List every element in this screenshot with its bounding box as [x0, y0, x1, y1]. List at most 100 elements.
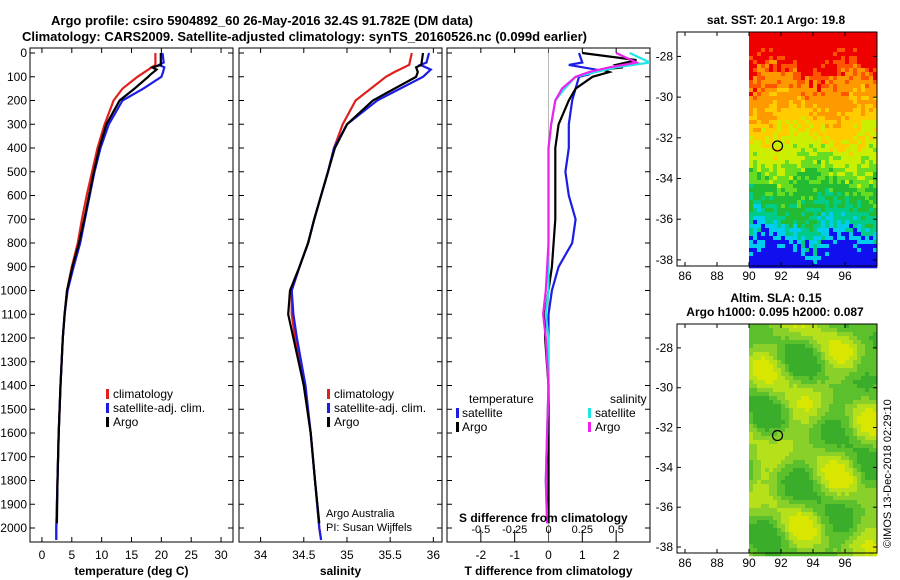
map-cell — [865, 132, 870, 137]
map-cell — [873, 420, 878, 425]
map-cell — [769, 484, 774, 489]
map-cell — [845, 48, 850, 53]
map-cell — [845, 232, 850, 237]
map-cell — [761, 200, 766, 205]
map-cell — [857, 480, 862, 485]
map-cell — [801, 176, 806, 181]
map-cell — [781, 448, 786, 453]
map-cell — [757, 32, 762, 37]
map-cell — [805, 44, 810, 49]
map-cell — [853, 464, 858, 469]
map-cell — [797, 380, 802, 385]
map-cell — [785, 384, 790, 389]
map-cell — [861, 336, 866, 341]
map-cell — [817, 496, 822, 501]
map-cell — [833, 180, 838, 185]
map-cell — [793, 256, 798, 261]
map-cell — [865, 416, 870, 421]
map-cell — [869, 456, 874, 461]
map-cell — [777, 340, 782, 345]
map-cell — [853, 544, 858, 549]
map-cell — [821, 224, 826, 229]
map-cell — [837, 64, 842, 69]
map-cell — [773, 168, 778, 173]
map-cell — [773, 144, 778, 149]
map-cell — [829, 420, 834, 425]
map-cell — [841, 108, 846, 113]
map-cell — [809, 108, 814, 113]
map-cell — [777, 144, 782, 149]
map-cell — [825, 384, 830, 389]
map-cell — [765, 356, 770, 361]
map-cell — [757, 160, 762, 165]
map-cell — [789, 132, 794, 137]
map-cell — [825, 68, 830, 73]
map-cell — [857, 132, 862, 137]
map-cell — [797, 156, 802, 161]
map-cell — [873, 208, 878, 213]
map-cell — [773, 496, 778, 501]
map-cell — [849, 176, 854, 181]
map-cell — [761, 444, 766, 449]
map-cell — [761, 84, 766, 89]
map-cell — [753, 364, 758, 369]
map-cell — [825, 444, 830, 449]
map-cell — [869, 452, 874, 457]
map-ylabel-sst-map-0: -28 — [656, 49, 674, 63]
map-cell — [841, 208, 846, 213]
map-cell — [809, 516, 814, 521]
map-cell — [845, 60, 850, 65]
map-cell — [805, 252, 810, 257]
map-cell — [785, 396, 790, 401]
map-cell — [853, 236, 858, 241]
map-cell — [797, 52, 802, 57]
map-cell — [825, 104, 830, 109]
map-cell — [853, 384, 858, 389]
map-cell — [805, 48, 810, 53]
map-cell — [869, 88, 874, 93]
map-cell — [757, 552, 762, 557]
map-cell — [753, 260, 758, 265]
map-cell — [801, 76, 806, 81]
map-cell — [797, 372, 802, 377]
map-cell — [869, 412, 874, 417]
map-cell — [765, 324, 770, 329]
map-cell — [833, 344, 838, 349]
map-cell — [857, 548, 862, 553]
map-cell — [793, 356, 798, 361]
map-cell — [809, 216, 814, 221]
map-cell — [773, 536, 778, 541]
map-cell — [805, 336, 810, 341]
map-cell — [797, 384, 802, 389]
map-cell — [817, 188, 822, 193]
map-cell — [749, 524, 754, 529]
legend3-label-1: Argo — [462, 420, 488, 434]
map-cell — [873, 408, 878, 413]
map-cell — [841, 500, 846, 505]
map-cell — [825, 164, 830, 169]
map-cell — [861, 432, 866, 437]
map-cell — [873, 360, 878, 365]
map-cell — [769, 124, 774, 129]
map-cell — [861, 220, 866, 225]
map-cell — [837, 32, 842, 37]
map-cell — [821, 332, 826, 337]
map-cell — [857, 528, 862, 533]
map-cell — [817, 84, 822, 89]
map-cell — [801, 388, 806, 393]
map-cell — [861, 208, 866, 213]
map-cell — [757, 124, 762, 129]
map-cell — [769, 148, 774, 153]
map-cell — [853, 228, 858, 233]
map-cell — [773, 232, 778, 237]
map-cell — [793, 76, 798, 81]
map-cell — [849, 252, 854, 257]
map-cell — [869, 96, 874, 101]
map-cell — [841, 508, 846, 513]
map-xlabel-sla-map-0: 86 — [678, 556, 692, 570]
map-cell — [757, 68, 762, 73]
map-cell — [821, 468, 826, 473]
map-cell — [809, 416, 814, 421]
map-cell — [801, 48, 806, 53]
map-cell — [793, 148, 798, 153]
